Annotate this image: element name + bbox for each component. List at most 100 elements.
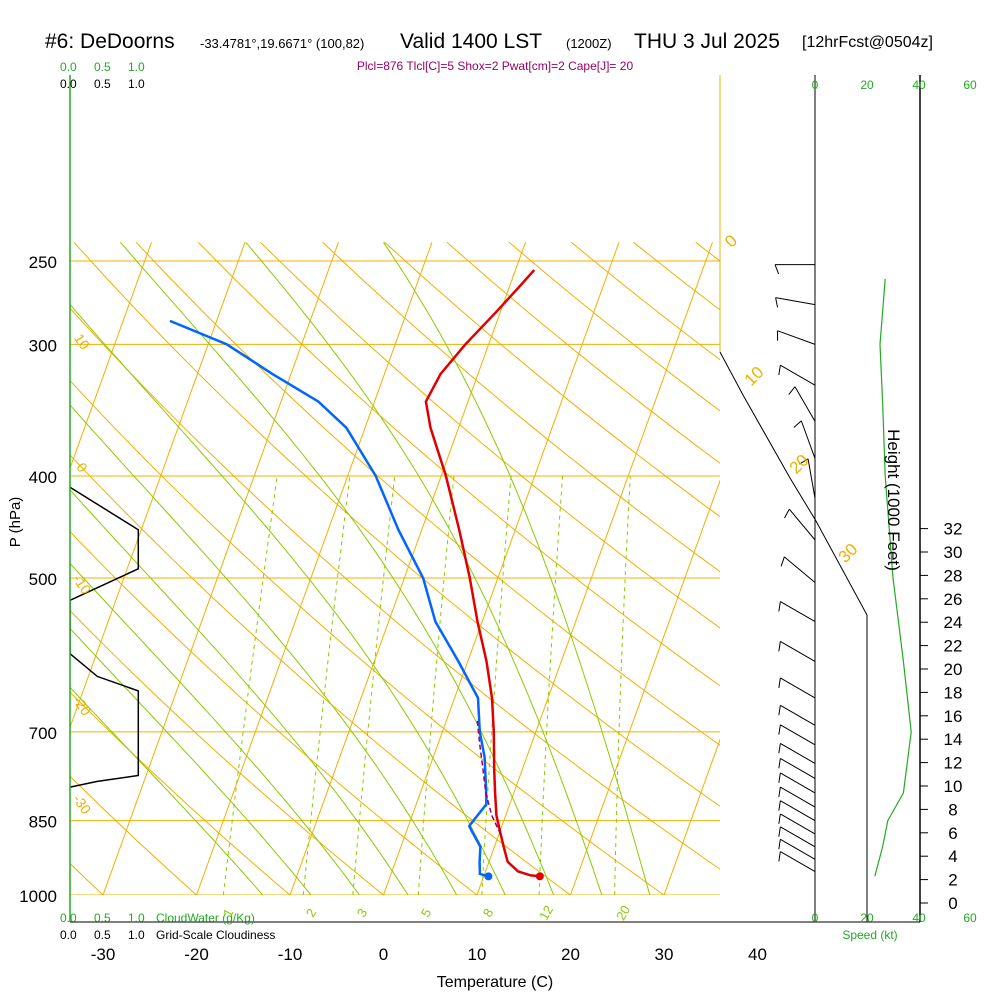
speed-tick-label: 60 [963, 911, 977, 925]
mixing-ratio-line [481, 475, 512, 895]
isotherm-label: -30 [70, 791, 95, 817]
wind-barb-flag [778, 786, 781, 797]
speed-tick-label: 60 [963, 78, 977, 92]
wind-barb [780, 757, 816, 779]
surface-dewpoint-dot [484, 872, 493, 881]
cloudwater-label: CloudWater (g/Kg) [156, 911, 255, 925]
speed-tick-label: 20 [860, 911, 874, 925]
pressure-tick-label: 400 [29, 468, 57, 487]
wind-barb-flag [778, 813, 781, 824]
wind-barb-flag [784, 508, 790, 519]
mixing-ratio-line [417, 475, 455, 895]
isotherm-line [663, 738, 720, 895]
wind-barb [780, 851, 816, 872]
wind-barb-flag [780, 556, 785, 567]
mixing-ratio-label: 20 [613, 903, 633, 923]
mixing-ratio-line [222, 475, 278, 895]
wind-barb [780, 800, 816, 822]
isotherm-line [289, 242, 526, 895]
isotherm-line [476, 242, 713, 895]
dry-adiabat-label: 20 [786, 451, 813, 478]
dry-adiabat-line [322, 241, 720, 573]
mixing-ratio-label: 3 [354, 906, 371, 920]
wind-barb-flag [778, 800, 781, 811]
temperature-tick-label: 0 [379, 945, 388, 964]
isotherm-line [102, 242, 339, 895]
cloudwater-scale-label: 0.5 [94, 911, 111, 925]
isotherm-label: -20 [70, 693, 95, 719]
wind-barb [780, 364, 816, 386]
wind-barb-flag [778, 758, 781, 769]
dry-adiabat-line [135, 241, 720, 746]
dry-adiabat-line [70, 691, 291, 895]
zulu-time: (1200Z) [566, 36, 612, 51]
wind-barb-flag [774, 264, 780, 275]
dry-adiabat-line [70, 530, 478, 895]
wind-barb-flag [778, 724, 781, 735]
pressure-tick-label: 250 [29, 253, 57, 272]
cloudiness-series [70, 486, 140, 788]
height-tick-label: 20 [944, 660, 963, 679]
isotherm-line [70, 242, 152, 470]
cloudwater-scale-label: 1.0 [128, 911, 145, 925]
height-tick-label: 4 [948, 847, 957, 866]
temperature-tick-label: -20 [184, 945, 209, 964]
height-tick-label: 24 [944, 613, 963, 632]
height-tick-label: 2 [948, 871, 957, 890]
cloudiness-scale-label: 1.0 [128, 928, 145, 942]
cloudiness-scale-label: 0.5 [94, 928, 111, 942]
x-axis-title: Temperature (C) [437, 974, 553, 991]
height-tick-label: 6 [948, 824, 957, 843]
wind-barb-flag [788, 386, 796, 395]
height-tick-label: 22 [944, 637, 963, 656]
isotherm-label: -10 [70, 571, 95, 597]
wind-barb [784, 556, 816, 583]
wind-barb-flag [778, 743, 781, 754]
temperature-series [424, 269, 540, 878]
wind-barb-flag [778, 641, 781, 652]
speed-axis-title: Speed (kt) [842, 928, 897, 942]
wind-barb [780, 826, 816, 848]
wind-barb [780, 786, 816, 808]
parcel-series [476, 718, 502, 835]
dry-adiabat-line [260, 241, 720, 629]
wind-speed-series [874, 278, 912, 877]
temperature-tick-label: 40 [748, 945, 767, 964]
moist-adiabat-line [120, 241, 555, 895]
dry-adiabat-line [570, 241, 720, 361]
temperature-tick-label: 20 [561, 945, 580, 964]
dry-adiabat-line [70, 609, 385, 895]
wind-barb [780, 640, 816, 662]
valid-date: THU 3 Jul 2025 [634, 30, 780, 53]
dry-adiabat-label: 10 [741, 363, 768, 390]
dry-adiabat-line [197, 241, 720, 687]
y2-axis-title: Height (1000 Feet) [884, 429, 903, 571]
cloudwater-scale-label: 0.0 [60, 911, 77, 925]
mixing-ratio-label: 8 [480, 906, 497, 920]
station-title: #6: DeDoorns [45, 30, 175, 53]
dry-adiabat-line [882, 242, 1000, 917]
isotherm-line [382, 242, 620, 895]
wind-barb-flag [778, 365, 781, 376]
wind-barb [780, 813, 816, 835]
dry-adiabat-line [758, 242, 1000, 917]
speed-tick-label: 40 [912, 78, 926, 92]
dry-adiabat-line [820, 242, 1000, 917]
moist-adiabat-line [70, 627, 312, 895]
pressure-tick-label: 300 [29, 336, 57, 355]
wind-barb [780, 724, 816, 746]
speed-tick-label: 40 [912, 911, 926, 925]
isotherm-label: 10 [71, 331, 93, 353]
moist-adiabat-line [70, 404, 458, 895]
mixing-ratio-line [538, 475, 564, 895]
cloudiness-scale-label: 0.0 [60, 77, 77, 91]
wind-barb-flag [778, 839, 781, 850]
cloudwater-scale-label: 0.0 [60, 60, 77, 74]
dry-adiabat-line [70, 307, 720, 870]
pressure-tick-label: 500 [29, 570, 57, 589]
wind-barb-flag [793, 420, 802, 428]
isotherm-line [569, 479, 720, 895]
dewpoint-series [169, 319, 489, 878]
speed-tick-label: 0 [812, 78, 819, 92]
